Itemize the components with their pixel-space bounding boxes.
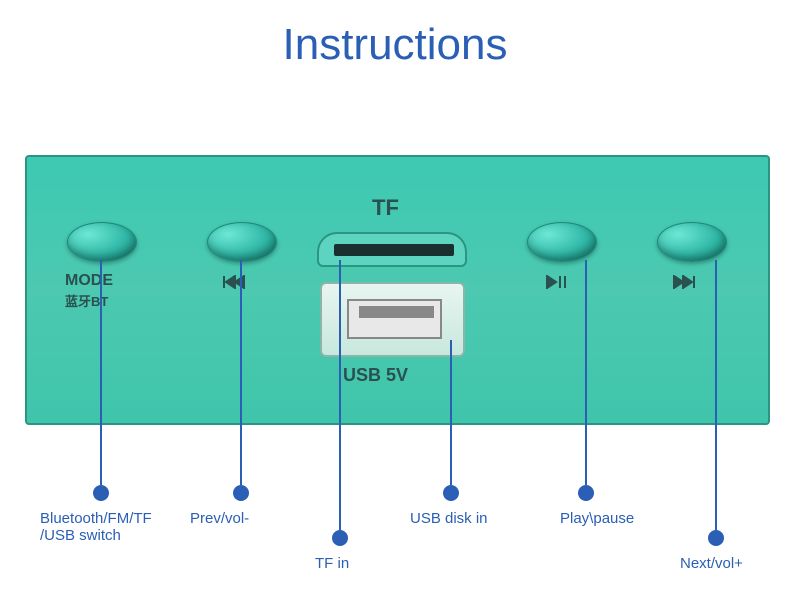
callout-dot-4: [443, 485, 459, 501]
callout-dot-2: [233, 485, 249, 501]
play-pause-icon: [545, 275, 569, 294]
mode-label: MODE: [65, 272, 113, 290]
callout-line-2: [240, 260, 242, 485]
mode-button: [67, 222, 137, 262]
callout-line-3: [339, 260, 341, 530]
callout-dot-5: [578, 485, 594, 501]
next-button: [657, 222, 727, 262]
callout-label-3: TF in: [315, 555, 349, 572]
callout-label-2: Prev/vol-: [190, 510, 249, 527]
callout-line-5: [585, 260, 587, 485]
play-pause-button: [527, 222, 597, 262]
callout-dot-6: [708, 530, 724, 546]
device-panel: MODE 蓝牙BT TF USB 5V: [25, 155, 770, 425]
next-icon: [672, 275, 696, 294]
callout-line-4: [450, 340, 452, 485]
page-title: Instructions: [0, 0, 790, 70]
callout-label-4: USB disk in: [410, 510, 488, 527]
prev-button: [207, 222, 277, 262]
callout-label-1: Bluetooth/FM/TF /USB switch: [40, 510, 152, 544]
usb-port: [320, 282, 465, 357]
usb-inner: [347, 299, 442, 339]
callout-dot-1: [93, 485, 109, 501]
callout-label-6: Next/vol+: [680, 555, 743, 572]
callout-dot-3: [332, 530, 348, 546]
callout-line-1: [100, 260, 102, 485]
prev-icon: [222, 275, 246, 294]
tf-label: TF: [372, 195, 399, 221]
usb-label: USB 5V: [343, 365, 408, 386]
callout-line-6: [715, 260, 717, 530]
callout-label-5: Play\pause: [560, 510, 634, 527]
